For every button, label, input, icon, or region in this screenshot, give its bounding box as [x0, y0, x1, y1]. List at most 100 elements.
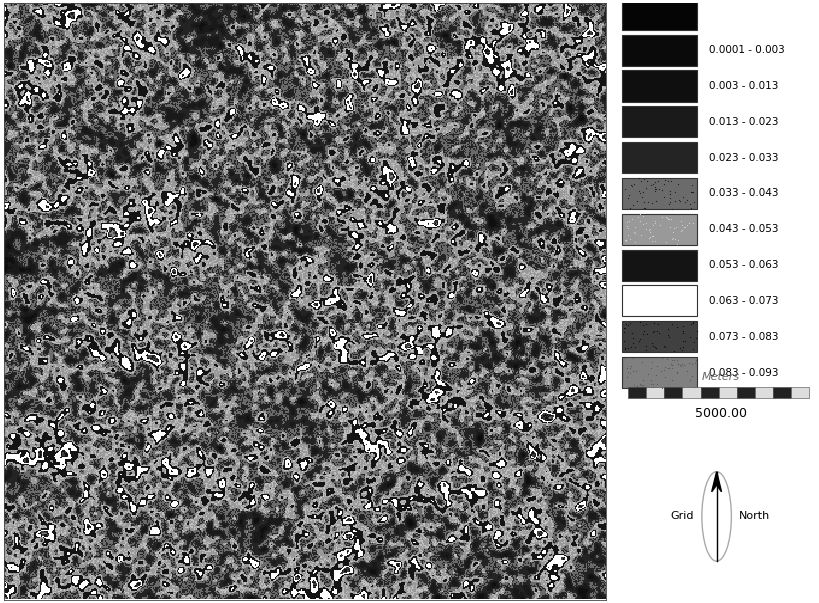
Point: [656, 185, 669, 195]
Point: [662, 324, 675, 334]
Point: [645, 338, 658, 347]
Point: [629, 222, 642, 232]
Point: [668, 235, 681, 244]
Point: [650, 326, 663, 336]
Point: [663, 199, 676, 209]
Point: [649, 343, 663, 353]
Point: [654, 366, 667, 376]
Point: [662, 215, 675, 224]
Point: [640, 218, 653, 228]
Point: [687, 382, 700, 392]
Point: [686, 344, 699, 354]
Point: [640, 319, 653, 329]
Point: [621, 367, 634, 377]
Point: [677, 223, 690, 232]
Point: [674, 226, 687, 236]
Point: [686, 318, 699, 327]
Point: [619, 353, 632, 362]
Point: [673, 343, 686, 352]
Point: [671, 367, 684, 376]
Point: [634, 230, 647, 239]
Point: [633, 379, 646, 388]
Point: [641, 369, 654, 379]
Point: [636, 376, 649, 385]
Bar: [736, 388, 755, 398]
Point: [674, 382, 687, 392]
Text: 0.053 - 0.063: 0.053 - 0.063: [708, 260, 778, 270]
Point: [663, 197, 676, 207]
Point: [627, 333, 640, 343]
Point: [628, 342, 641, 352]
Point: [646, 382, 659, 392]
Point: [686, 218, 699, 228]
Point: [690, 333, 703, 343]
Point: [650, 379, 663, 389]
Point: [637, 188, 650, 197]
Point: [623, 203, 636, 213]
Bar: [700, 388, 718, 398]
Point: [676, 342, 690, 352]
Point: [675, 225, 688, 235]
Point: [685, 204, 698, 213]
Point: [682, 358, 695, 368]
Point: [639, 183, 652, 193]
Point: [632, 173, 645, 183]
Point: [618, 327, 631, 336]
Point: [631, 212, 645, 222]
Point: [681, 367, 694, 376]
Point: [673, 360, 686, 370]
Point: [625, 328, 638, 338]
Point: [668, 187, 681, 197]
Point: [623, 318, 636, 328]
Bar: [646, 388, 664, 398]
Point: [644, 227, 657, 237]
Point: [650, 361, 663, 371]
Point: [622, 193, 635, 203]
Point: [626, 200, 639, 209]
Point: [631, 196, 644, 206]
Point: [663, 193, 676, 203]
Point: [659, 238, 672, 247]
Point: [627, 380, 640, 390]
Point: [656, 383, 669, 393]
Point: [670, 368, 683, 377]
Point: [618, 236, 631, 245]
Point: [653, 185, 666, 194]
Point: [666, 233, 679, 242]
Point: [624, 235, 637, 244]
Point: [675, 346, 688, 355]
Point: [641, 197, 654, 206]
Point: [631, 381, 644, 391]
Point: [645, 357, 658, 367]
Bar: [622, 142, 697, 173]
Point: [618, 344, 631, 353]
Point: [683, 375, 696, 385]
Bar: [628, 388, 646, 398]
Point: [676, 220, 689, 230]
Point: [618, 323, 631, 333]
Point: [675, 216, 688, 226]
Point: [671, 239, 684, 249]
Point: [676, 321, 690, 331]
Point: [643, 226, 656, 235]
Point: [646, 341, 659, 350]
Point: [659, 212, 672, 222]
Point: [645, 363, 658, 373]
Point: [686, 188, 699, 197]
Point: [645, 236, 658, 245]
Point: [678, 336, 691, 346]
Bar: [791, 388, 809, 398]
Point: [633, 318, 646, 327]
Point: [642, 233, 655, 243]
Text: North: North: [740, 511, 771, 522]
Point: [644, 224, 657, 234]
Point: [690, 333, 703, 343]
Point: [676, 328, 689, 338]
Point: [662, 363, 675, 373]
Point: [626, 182, 639, 191]
Point: [686, 317, 699, 327]
Point: [651, 176, 664, 186]
Point: [626, 338, 639, 348]
Point: [682, 218, 695, 228]
Point: [618, 324, 631, 333]
